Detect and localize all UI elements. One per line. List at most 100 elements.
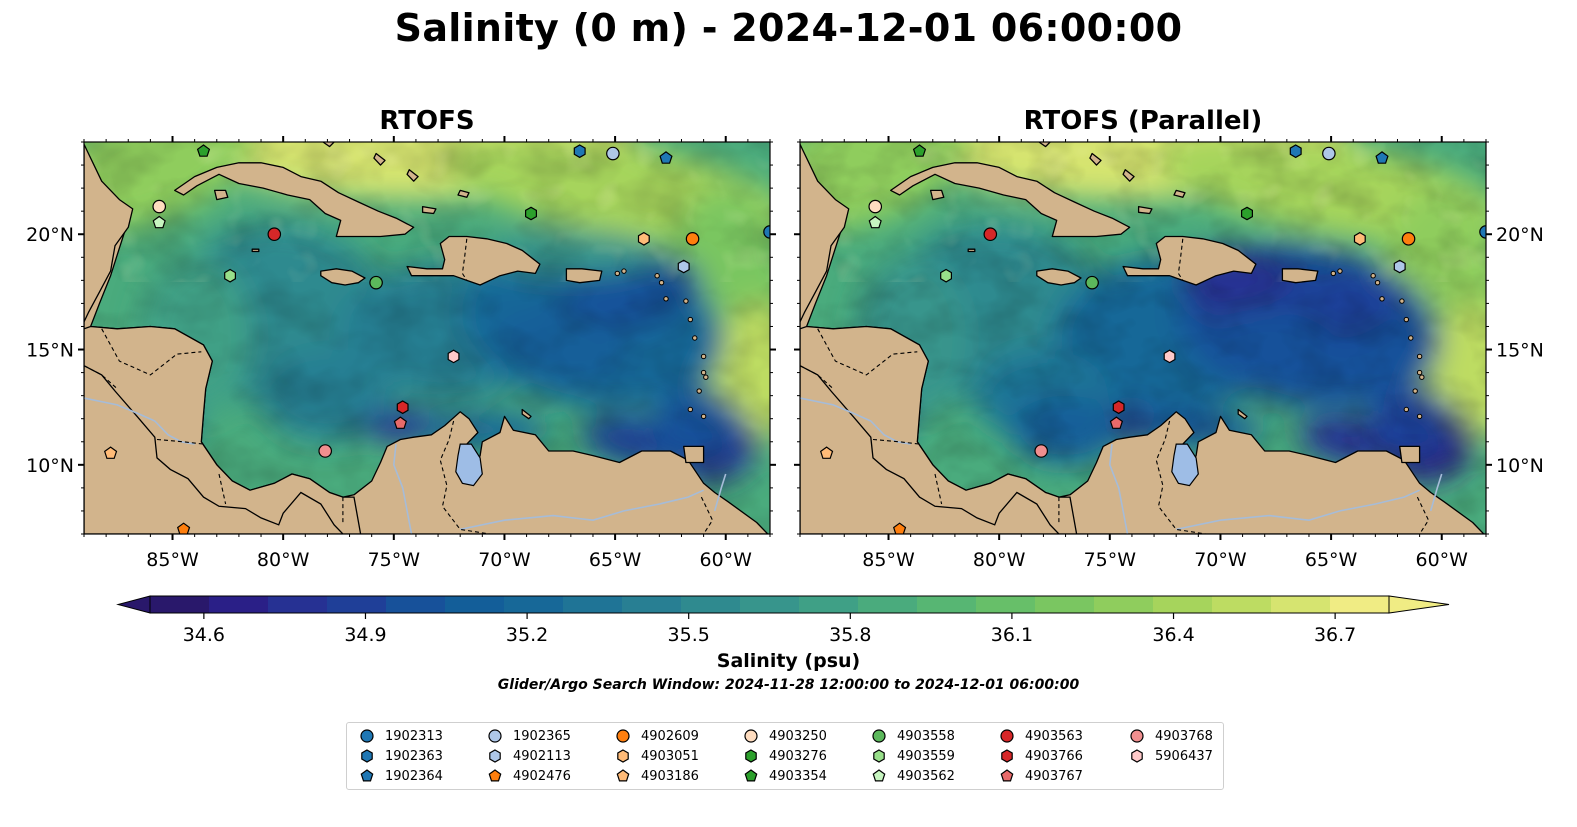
float-marker-4903276[interactable] — [525, 206, 537, 221]
land-bahamas2 — [373, 152, 386, 166]
float-marker-4903354[interactable] — [196, 144, 211, 157]
float-marker-4903766[interactable] — [396, 400, 409, 415]
float-marker-4903186[interactable] — [103, 446, 118, 459]
country-border — [934, 473, 943, 505]
float-marker-4903768[interactable] — [318, 444, 333, 458]
land-curacao — [1237, 408, 1248, 420]
land-bahamas5 — [1173, 189, 1186, 198]
island — [696, 388, 702, 394]
pentagon-marker-icon — [616, 769, 630, 782]
legend-item-4903051: 4903051 — [615, 747, 699, 765]
float-marker-1902364[interactable] — [1375, 151, 1389, 164]
float-marker-4903558[interactable] — [1085, 275, 1099, 290]
colorbar-label: Salinity (psu) — [716, 650, 861, 672]
float-markers — [819, 144, 1486, 534]
float-marker-4903559[interactable] — [224, 268, 236, 283]
float-marker-4903562[interactable] — [152, 215, 166, 229]
colorbar-tick-label: 35.8 — [829, 624, 871, 646]
colorbar-segment — [268, 596, 328, 613]
float-marker-1902364[interactable] — [659, 151, 673, 164]
lon-tick-label: 75°W — [1084, 549, 1137, 571]
circle-marker-icon — [360, 729, 374, 743]
float-marker-4903186[interactable] — [819, 446, 834, 459]
land-isle-youth — [213, 189, 229, 201]
lake-maracaibo — [1171, 443, 1199, 487]
island — [654, 273, 660, 279]
colorbar-tick-label: 34.9 — [344, 624, 386, 646]
float-marker-4903563[interactable] — [267, 227, 282, 242]
float-legend: 1902313 1902363 1902364 1902365 4902113 49024… — [346, 722, 1224, 790]
float-marker-4903768[interactable] — [1034, 444, 1049, 458]
float-marker-4903051[interactable] — [637, 231, 650, 246]
island — [1416, 369, 1423, 376]
legend-label: 4903354 — [769, 768, 827, 784]
circle-marker-icon — [1000, 729, 1014, 743]
float-marker-1902365[interactable] — [1322, 146, 1336, 161]
float-marker-1902363[interactable] — [1289, 144, 1302, 159]
float-marker-4902113[interactable] — [1393, 259, 1406, 274]
search-window-caption: Glider/Argo Search Window: 2024-11-28 12… — [497, 677, 1080, 693]
land-bahamas1 — [322, 142, 335, 148]
float-marker-4903767[interactable] — [393, 416, 408, 429]
float-marker-4902113[interactable] — [677, 259, 690, 274]
float-marker-4903562[interactable] — [868, 215, 882, 229]
colorbar-tick-label: 35.5 — [668, 624, 710, 646]
land-layer — [84, 142, 770, 534]
colorbar-segment — [327, 596, 387, 613]
circle-marker-icon — [488, 729, 502, 743]
float-marker-5906437[interactable] — [447, 349, 460, 364]
land-yucatan — [800, 143, 850, 323]
legend-item-5906437: 5906437 — [1129, 747, 1213, 765]
lat-tick-label: 20°N — [1496, 224, 1544, 246]
legend-item-4903563: 4903563 — [999, 727, 1083, 745]
float-marker-4903559[interactable] — [940, 268, 952, 283]
legend-label: 4902609 — [641, 728, 699, 744]
land-cuba — [174, 162, 415, 238]
map-frame — [799, 141, 1487, 535]
land-isle-youth — [929, 189, 945, 201]
country-border — [1177, 238, 1184, 281]
colorbar-segment — [1330, 596, 1390, 613]
land-puertorico — [565, 268, 603, 284]
river — [460, 489, 704, 531]
colorbar-segment — [799, 596, 859, 613]
hexagon-marker-icon — [1001, 749, 1013, 763]
float-marker-4902609[interactable] — [1401, 232, 1416, 246]
lon-tick-label: 75°W — [368, 549, 421, 571]
float-marker-4902476[interactable] — [176, 522, 191, 534]
lon-tick-label: 80°W — [257, 549, 310, 571]
float-marker-4903563[interactable] — [983, 227, 998, 242]
land-trinidad — [683, 445, 705, 464]
float-marker-5906437[interactable] — [1163, 349, 1176, 364]
float-marker-4903766[interactable] — [1112, 400, 1125, 415]
float-marker-4903354[interactable] — [912, 144, 927, 157]
colorbar-segment — [209, 596, 269, 613]
island — [692, 335, 698, 341]
float-marker-4902476[interactable] — [892, 522, 907, 534]
country-border — [700, 496, 714, 534]
float-marker-4903767[interactable] — [1109, 416, 1124, 429]
axis-ticks — [794, 136, 1492, 540]
legend-label: 4903768 — [1155, 728, 1213, 744]
float-marker-1902363[interactable] — [573, 144, 586, 159]
legend-item-1902313: 1902313 — [359, 727, 443, 745]
pentagon-marker-icon — [872, 769, 886, 782]
float-marker-1902365[interactable] — [606, 146, 620, 161]
hexagon-marker-icon — [617, 749, 629, 763]
colorbar-segment — [622, 596, 682, 613]
float-marker-4903558[interactable] — [369, 275, 383, 290]
colorbar-tick-label: 36.4 — [1152, 624, 1194, 646]
legend-item-4902113: 4902113 — [487, 747, 571, 765]
float-marker-4903250[interactable] — [868, 199, 883, 214]
island — [1419, 374, 1425, 380]
legend-label: 1902365 — [513, 728, 571, 744]
float-marker-4902609[interactable] — [685, 232, 700, 246]
legend-label: 4902113 — [513, 748, 571, 764]
hexagon-marker-icon — [745, 749, 757, 763]
colorbar-segment — [1035, 596, 1095, 613]
float-marker-4903250[interactable] — [152, 199, 167, 214]
colorbar-tick-label: 34.6 — [183, 624, 225, 646]
float-marker-4903051[interactable] — [1353, 231, 1366, 246]
float-marker-4903276[interactable] — [1241, 206, 1253, 221]
